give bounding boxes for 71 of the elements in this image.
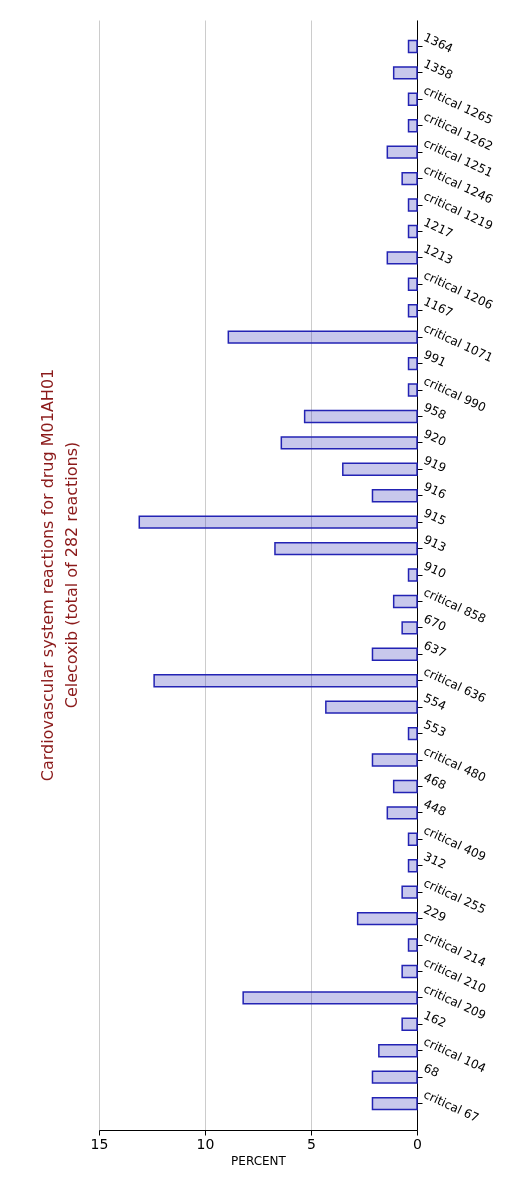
bar <box>407 119 418 133</box>
text: Cardiovascular system reactions for drug M01AH01 <box>38 368 58 782</box>
bar <box>407 832 418 846</box>
y-tick-label: 991 <box>421 347 449 370</box>
y-tick-label: 910 <box>421 558 449 582</box>
bar <box>280 436 418 450</box>
bar <box>138 515 418 529</box>
y-tick-label: 670 <box>421 611 449 634</box>
y-tick-label: 920 <box>421 426 449 449</box>
y-tick-label: 553 <box>421 717 449 740</box>
bar <box>386 251 418 265</box>
y-tick-label: 229 <box>421 902 449 925</box>
y-tick-label: 958 <box>421 400 449 423</box>
bar <box>407 726 418 741</box>
x-tick-label: 5 <box>307 1135 316 1152</box>
text: Celecoxib (total of 282 reactions) <box>62 441 82 709</box>
bar <box>386 145 418 159</box>
bar <box>407 304 418 318</box>
y-tick-label: 162 <box>421 1007 449 1031</box>
y-tick-label: 1358 <box>421 56 456 83</box>
bar <box>342 462 418 476</box>
x-tick-label: 15 <box>90 1135 109 1152</box>
bar <box>407 39 418 54</box>
y-tick-label: 68 <box>421 1060 442 1080</box>
bar <box>407 938 418 952</box>
bar <box>407 356 418 371</box>
bar <box>303 409 418 424</box>
bar <box>401 964 418 979</box>
bar <box>371 647 418 661</box>
bar <box>325 700 418 714</box>
bar <box>407 859 418 873</box>
y-tick-label: 637 <box>421 637 449 661</box>
bar <box>407 568 418 582</box>
bar <box>401 1017 418 1031</box>
bar <box>371 489 418 503</box>
bar <box>392 66 418 80</box>
y-tick-label: 913 <box>421 532 449 555</box>
bar <box>407 224 418 239</box>
y-tick-label: 916 <box>421 479 449 502</box>
y-tick-label: 448 <box>421 796 449 819</box>
bar <box>371 753 418 767</box>
y-tick-label: 1217 <box>421 215 456 241</box>
bar <box>407 277 418 291</box>
bar <box>274 541 418 556</box>
bar <box>371 1070 418 1084</box>
x-axis-title: PERCENT <box>231 1153 287 1168</box>
bar <box>407 92 418 106</box>
bar <box>371 1096 418 1111</box>
bar <box>227 330 418 344</box>
bar <box>401 885 418 899</box>
bar <box>392 779 418 794</box>
bar <box>386 806 418 820</box>
bar <box>407 198 418 212</box>
y-tick-label: 468 <box>421 770 449 793</box>
bar <box>378 1044 418 1058</box>
bar <box>242 991 418 1005</box>
y-tick-label: 1167 <box>421 294 456 320</box>
bar <box>401 171 418 186</box>
bar <box>407 383 418 397</box>
y-tick-label: 1364 <box>421 30 456 56</box>
y-tick-label: 1213 <box>421 241 456 268</box>
x-tick-label: 0 <box>413 1135 422 1152</box>
y-tick-label: 554 <box>421 690 449 714</box>
bar <box>356 911 418 926</box>
y-tick-label: 919 <box>421 452 449 476</box>
bar <box>153 674 418 688</box>
bar <box>401 621 418 635</box>
y-tick-label: 915 <box>421 505 449 529</box>
bar <box>392 594 418 609</box>
x-tick-label: 10 <box>196 1135 215 1152</box>
y-tick-label: 312 <box>421 849 449 872</box>
